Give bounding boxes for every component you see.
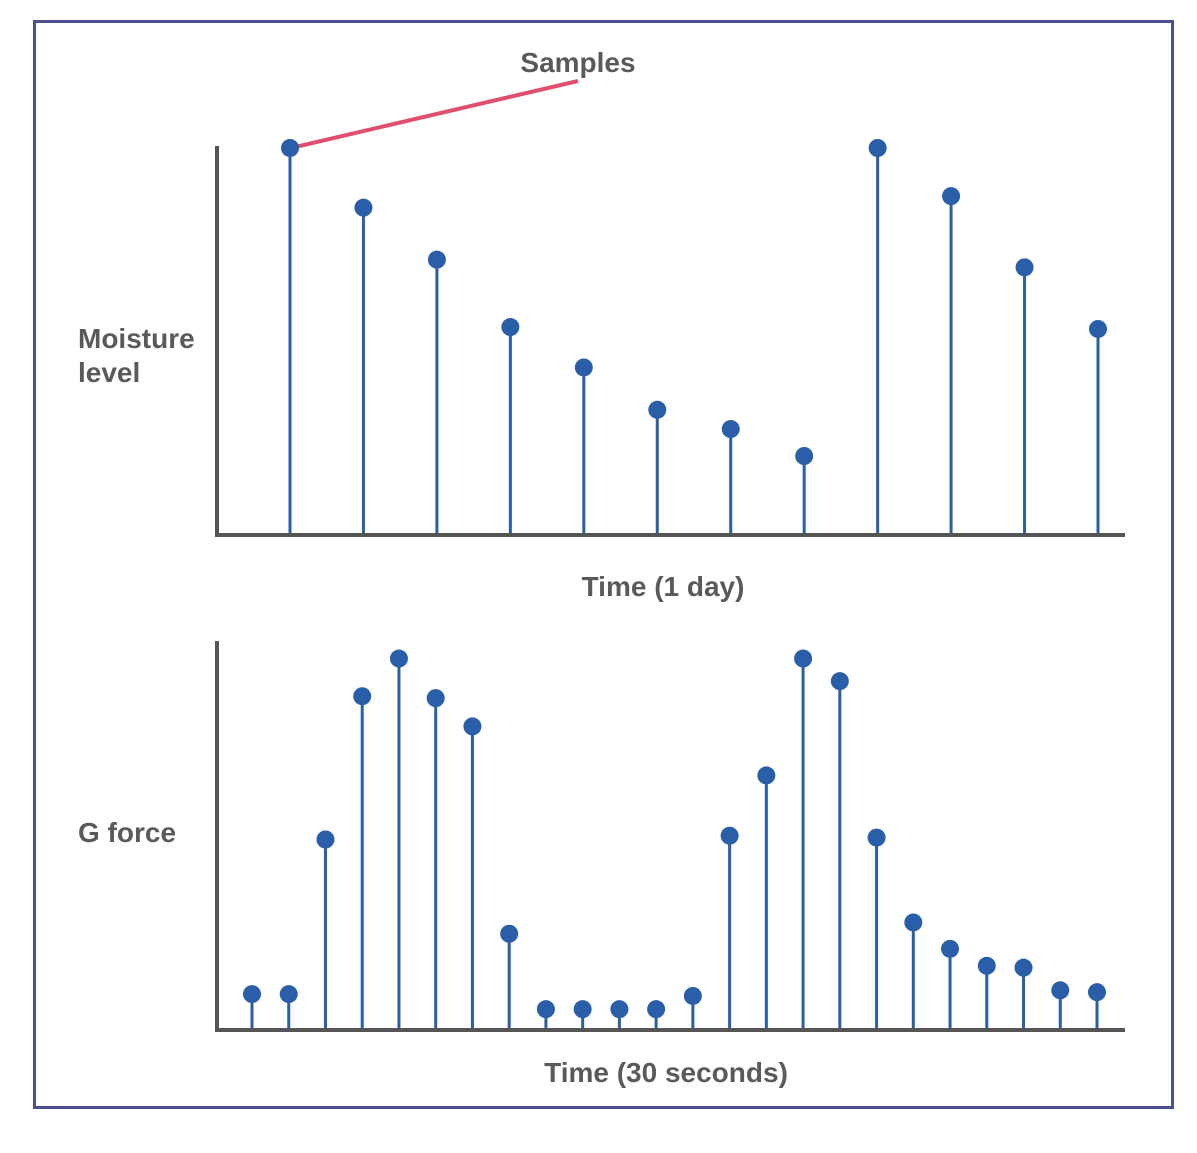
moisture-sample-point-11 [1015, 258, 1034, 277]
moisture-sample-point-2 [354, 198, 373, 217]
gforce-sample-point-16 [794, 649, 813, 668]
gforce-sample-point-14 [720, 826, 739, 845]
gforce-stems [243, 649, 1106, 1028]
gforce-sample-point-17 [830, 672, 849, 691]
gforce-sample-point-1 [243, 985, 261, 1004]
gforce-sample-point-6 [426, 689, 445, 708]
gforce-sample-point-13 [683, 986, 702, 1005]
annotation-pointer-line [290, 79, 579, 150]
gforce-sample-point-10 [573, 1000, 592, 1019]
gforce-sample-point-15 [757, 766, 776, 785]
moisture-y-label-line-2: level [78, 357, 140, 388]
gforce-y-label: G force [78, 817, 176, 848]
gforce-sample-point-12 [647, 1000, 666, 1019]
moisture-sample-point-3 [427, 250, 446, 269]
figure-frame [33, 20, 1174, 1109]
gforce-chart: G force Time (30 seconds) [78, 641, 1125, 1088]
gforce-sample-point-5 [389, 649, 408, 668]
gforce-sample-point-23 [1051, 981, 1070, 1000]
gforce-sample-point-20 [941, 939, 960, 958]
moisture-sample-point-8 [795, 447, 814, 465]
gforce-sample-point-3 [316, 830, 335, 849]
moisture-sample-point-4 [501, 318, 520, 337]
gforce-x-label: Time (30 seconds) [544, 1057, 788, 1088]
moisture-sample-point-7 [721, 420, 740, 439]
moisture-sample-point-12 [1089, 319, 1107, 338]
gforce-sample-point-22 [1014, 958, 1033, 977]
moisture-sample-point-1 [281, 139, 299, 157]
annotation-label: Samples [520, 47, 635, 78]
moisture-chart: Moisture level Time (1 day) [78, 139, 1125, 602]
gforce-sample-point-8 [500, 924, 519, 943]
moisture-sample-point-10 [942, 187, 961, 206]
gforce-sample-point-24 [1088, 983, 1106, 1002]
gforce-sample-point-11 [610, 1000, 629, 1019]
moisture-sample-point-6 [648, 400, 667, 419]
moisture-sample-point-9 [868, 139, 887, 157]
moisture-sample-point-5 [574, 358, 593, 377]
gforce-sample-point-9 [536, 1000, 555, 1019]
moisture-y-label-line-1: Moisture [78, 323, 195, 354]
gforce-sample-point-19 [904, 913, 923, 932]
gforce-sample-point-21 [977, 956, 996, 975]
gforce-sample-point-4 [353, 687, 372, 706]
gforce-sample-point-7 [463, 717, 482, 736]
moisture-x-label: Time (1 day) [582, 571, 745, 602]
gforce-sample-point-2 [279, 985, 298, 1004]
gforce-sample-point-18 [867, 828, 886, 847]
moisture-stems [281, 139, 1107, 533]
